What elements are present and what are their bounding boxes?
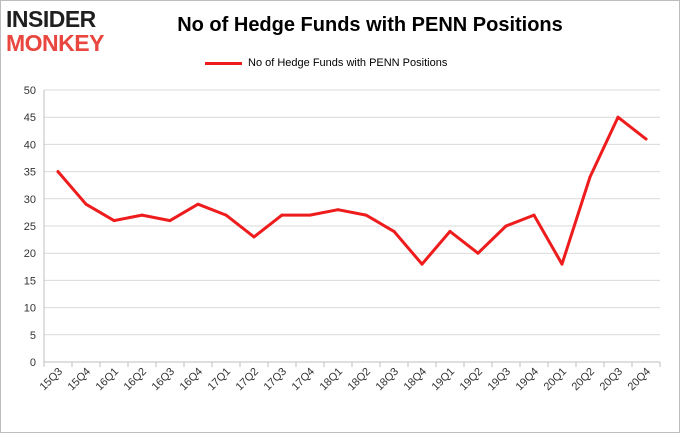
data-point-18Q4 [420, 262, 424, 266]
y-tick-label-0: 0 [30, 357, 36, 369]
y-tick-label-45: 45 [24, 112, 36, 124]
y-tick-label-30: 30 [24, 194, 36, 206]
x-tick-label-18Q2: 18Q2 [346, 366, 374, 394]
data-point-19Q3 [504, 224, 508, 228]
x-tick-label-17Q1: 17Q1 [206, 366, 234, 394]
logo-text-bottom: MONKEY [6, 30, 104, 56]
data-point-16Q4 [196, 202, 200, 206]
logo-text-top: INSIDER [6, 6, 96, 32]
data-point-20Q2 [588, 175, 592, 179]
x-tick-label-19Q2: 19Q2 [458, 366, 486, 394]
data-point-19Q4 [532, 213, 536, 217]
x-tick-label-20Q2: 20Q2 [570, 366, 598, 394]
data-point-16Q2 [140, 213, 144, 217]
data-point-17Q2 [252, 235, 256, 239]
data-point-17Q1 [224, 213, 228, 217]
data-point-17Q4 [308, 213, 312, 217]
x-tick-label-20Q3: 20Q3 [598, 366, 626, 394]
x-tick-label-15Q4: 15Q4 [66, 366, 94, 394]
x-tick-label-17Q4: 17Q4 [290, 366, 318, 394]
x-tick-label-19Q1: 19Q1 [430, 366, 458, 394]
data-point-20Q3 [616, 115, 620, 119]
x-tick-label-19Q3: 19Q3 [486, 366, 514, 394]
data-point-19Q1 [448, 229, 452, 233]
data-point-20Q4 [644, 137, 648, 141]
x-tick-label-16Q1: 16Q1 [94, 366, 122, 394]
series-line-0 [56, 115, 648, 266]
chart-title: No of Hedge Funds with PENN Positions [177, 14, 563, 36]
x-tick-label-20Q1: 20Q1 [542, 366, 570, 394]
x-tick-label-16Q2: 16Q2 [122, 366, 150, 394]
y-tick-label-5: 5 [30, 330, 36, 342]
x-tick-label-15Q3: 15Q3 [38, 366, 66, 394]
y-tick-label-10: 10 [24, 303, 36, 315]
y-tick-label-20: 20 [24, 248, 36, 260]
data-point-15Q4 [84, 202, 88, 206]
y-tick-label-50: 50 [24, 85, 36, 97]
data-point-18Q1 [336, 208, 340, 212]
data-point-20Q1 [560, 262, 564, 266]
x-tick-label-18Q4: 18Q4 [402, 366, 430, 394]
data-point-17Q3 [280, 213, 284, 217]
x-tick-label-16Q4: 16Q4 [178, 366, 206, 394]
y-tick-label-40: 40 [24, 139, 36, 151]
x-tick-label-18Q1: 18Q1 [318, 366, 346, 394]
y-tick-label-35: 35 [24, 167, 36, 179]
x-tick-label-17Q2: 17Q2 [234, 366, 262, 394]
x-tick-label-17Q3: 17Q3 [262, 366, 290, 394]
data-point-15Q3 [56, 170, 60, 174]
data-point-18Q2 [364, 213, 368, 217]
data-point-18Q3 [392, 229, 396, 233]
x-tick-label-20Q4: 20Q4 [626, 366, 654, 394]
insider-monkey-logo: INSIDER MONKEY [6, 8, 126, 58]
x-tick-label-19Q4: 19Q4 [514, 366, 542, 394]
data-point-16Q1 [112, 219, 116, 223]
x-tick-label-16Q3: 16Q3 [150, 366, 178, 394]
chart-legend: No of Hedge Funds with PENN Positions [205, 55, 447, 71]
y-tick-label-25: 25 [24, 221, 36, 233]
y-tick-label-15: 15 [24, 275, 36, 287]
data-point-19Q2 [476, 251, 480, 255]
data-point-16Q3 [168, 219, 172, 223]
x-tick-label-18Q3: 18Q3 [374, 366, 402, 394]
legend-label: No of Hedge Funds with PENN Positions [248, 57, 448, 69]
legend-swatch [205, 61, 242, 65]
